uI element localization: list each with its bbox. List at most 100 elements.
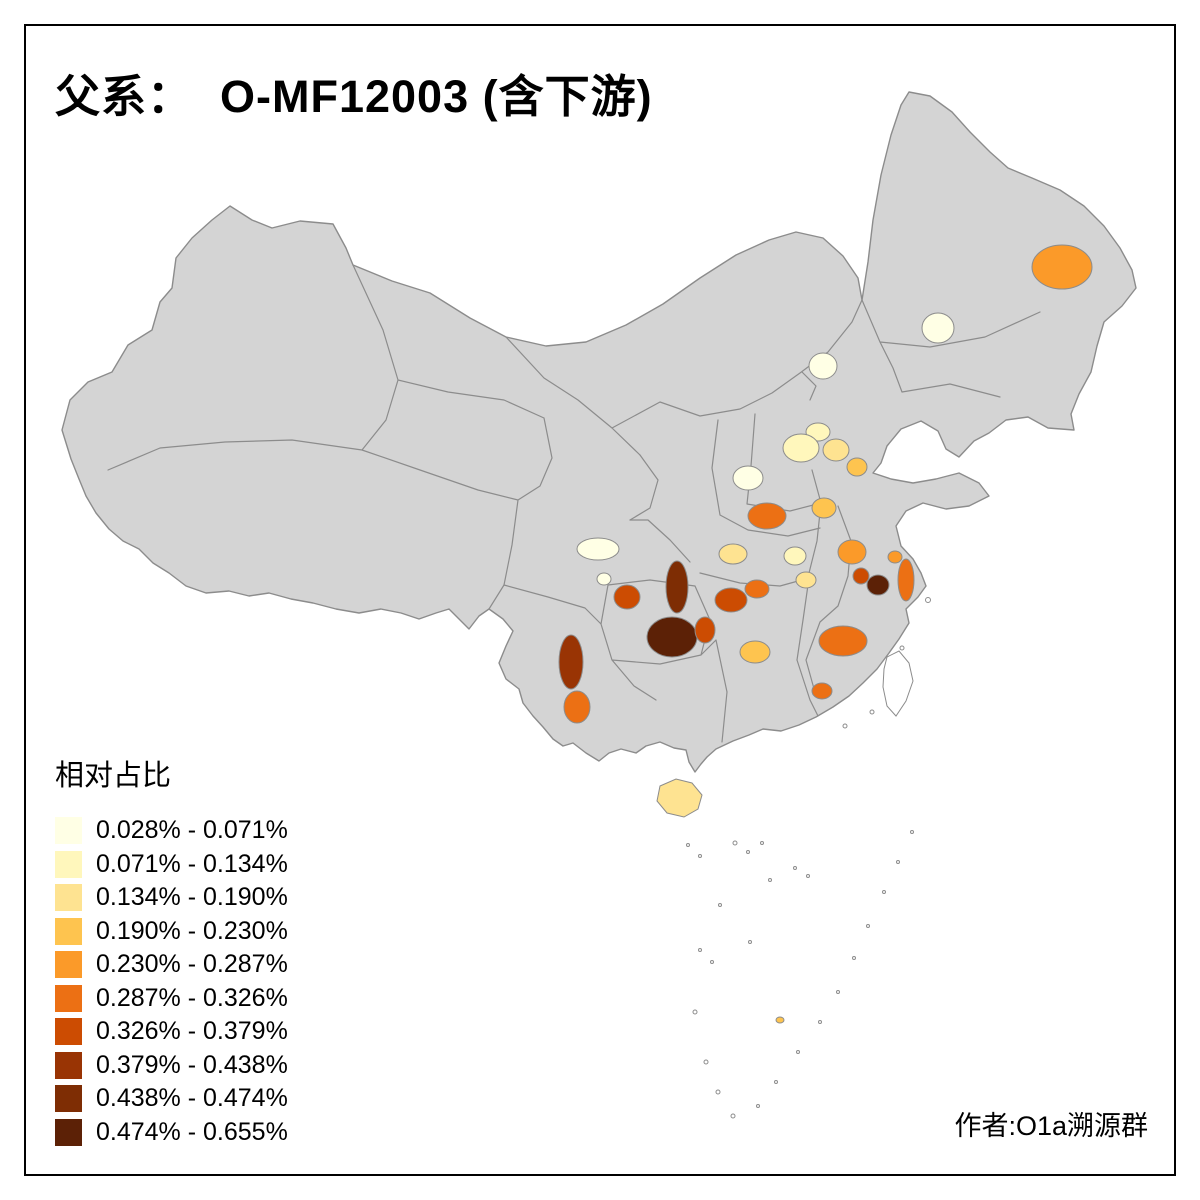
legend-items: 0.028% - 0.071% 0.071% - 0.134% 0.134% - 0…: [55, 814, 288, 1149]
islet: [774, 1080, 778, 1084]
islet: [796, 1050, 800, 1054]
legend-label: 0.379% - 0.438%: [96, 1050, 288, 1079]
legend-swatch: [55, 1118, 82, 1146]
legend-label: 0.071% - 0.134%: [96, 849, 288, 878]
prefecture-region: [846, 457, 868, 477]
author-credit: 作者:O1a溯源群: [954, 1111, 1148, 1141]
prefecture-region: [732, 465, 764, 491]
prefecture-region: [563, 690, 591, 724]
prefecture-region: [665, 560, 689, 614]
prefecture-region: [576, 537, 620, 561]
prefecture-region: [747, 502, 787, 530]
prefecture-region: [694, 616, 716, 644]
prefecture-region: [818, 625, 868, 657]
islet: [793, 866, 797, 870]
islet: [703, 1059, 709, 1065]
prefecture-region: [739, 640, 771, 664]
islet: [869, 709, 875, 715]
legend-item: 0.474% - 0.655%: [55, 1116, 288, 1150]
legend-item: 0.190% - 0.230%: [55, 915, 288, 949]
prefecture-region: [613, 584, 641, 610]
islet: [730, 1113, 736, 1119]
legend-swatch: [55, 1018, 82, 1046]
legend-item: 0.438% - 0.474%: [55, 1082, 288, 1116]
islet: [836, 990, 840, 994]
province-borders-west: [107, 264, 863, 610]
legend-item: 0.028% - 0.071%: [55, 814, 288, 848]
prefecture-region: [646, 616, 698, 658]
prefecture-region: [783, 546, 807, 566]
legend-swatch: [55, 850, 82, 878]
legend-label: 0.134% - 0.190%: [96, 883, 288, 912]
map-title: 父系： O-MF12003 (含下游): [55, 71, 653, 122]
legend-item: 0.287% - 0.326%: [55, 982, 288, 1016]
legend-label: 0.326% - 0.379%: [96, 1017, 288, 1046]
islet: [698, 854, 702, 858]
islet: [715, 1089, 721, 1095]
legend-label: 0.287% - 0.326%: [96, 983, 288, 1012]
legend-label: 0.028% - 0.071%: [96, 816, 288, 845]
islet: [852, 956, 856, 960]
islet: [692, 1009, 698, 1015]
prefecture-region: [558, 634, 584, 690]
islet: [756, 1104, 760, 1108]
prefecture-region: [775, 1016, 785, 1024]
islet: [760, 841, 764, 845]
islet: [896, 860, 900, 864]
hainan-island: [656, 778, 703, 818]
legend-swatch: [55, 917, 82, 945]
islet: [746, 850, 750, 854]
south-china-sea-islands: [686, 597, 931, 1119]
islet: [910, 830, 914, 834]
legend-title: 相对占比: [55, 760, 172, 792]
colored-prefectures: [558, 244, 1093, 1024]
islet: [866, 924, 870, 928]
taiwan-island: [882, 650, 914, 717]
legend-swatch: [55, 984, 82, 1012]
prefecture-region: [782, 433, 820, 463]
legend-label: 0.474% - 0.655%: [96, 1117, 288, 1146]
legend-label: 0.230% - 0.287%: [96, 950, 288, 979]
prefecture-region: [811, 682, 833, 700]
prefecture-region: [811, 497, 837, 519]
prefecture-region: [852, 567, 870, 585]
prefecture-region: [718, 543, 748, 565]
legend-item: 0.071% - 0.134%: [55, 848, 288, 882]
prefecture-region: [822, 438, 850, 462]
prefecture-region: [866, 574, 890, 596]
legend-swatch: [55, 884, 82, 912]
province-borders-northeast: [861, 299, 1041, 398]
prefecture-region: [1031, 244, 1093, 290]
islet: [806, 874, 810, 878]
legend-swatch: [55, 1085, 82, 1113]
islet: [842, 723, 848, 729]
prefecture-region: [714, 587, 748, 613]
islet: [882, 890, 886, 894]
islet: [710, 960, 714, 964]
legend-item: 0.230% - 0.287%: [55, 948, 288, 982]
prefecture-region: [887, 550, 903, 564]
prefecture-region: [795, 571, 817, 589]
islet: [768, 878, 772, 882]
legend-swatch: [55, 817, 82, 845]
islet: [686, 843, 690, 847]
legend-label: 0.190% - 0.230%: [96, 916, 288, 945]
legend-swatch: [55, 1051, 82, 1079]
legend-item: 0.379% - 0.438%: [55, 1049, 288, 1083]
legend-swatch: [55, 951, 82, 979]
islet: [748, 940, 752, 944]
legend-item: 0.326% - 0.379%: [55, 1015, 288, 1049]
islet: [899, 645, 905, 651]
prefecture-region: [921, 312, 955, 344]
china-mainland: [61, 91, 1137, 773]
islet: [698, 948, 702, 952]
legend-item: 0.134% - 0.190%: [55, 881, 288, 915]
islet: [925, 597, 931, 603]
islet: [818, 1020, 822, 1024]
prefecture-region: [837, 539, 867, 565]
islet: [732, 840, 738, 846]
prefecture-region: [744, 579, 770, 599]
islet: [718, 903, 722, 907]
prefecture-region: [596, 572, 612, 586]
